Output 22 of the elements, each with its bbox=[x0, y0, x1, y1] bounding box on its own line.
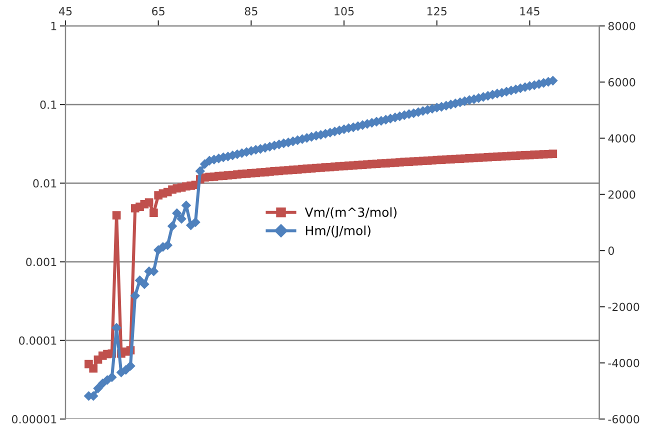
y-tick-label: 0.00001 bbox=[12, 415, 56, 424]
x-tick-label: 85 bbox=[244, 7, 258, 16]
y2-tick-label: -6000 bbox=[608, 415, 640, 424]
y2-tick-label: -4000 bbox=[608, 358, 640, 368]
y-tick-label: 0.001 bbox=[26, 258, 56, 266]
y-tick-label: 0.1 bbox=[40, 100, 56, 109]
y-tick-label: 0.01 bbox=[33, 179, 56, 188]
y2-tick-label: 8000 bbox=[608, 22, 636, 30]
y2-tick-label: 6000 bbox=[608, 78, 636, 86]
y-tick-label: 0.0001 bbox=[19, 336, 56, 345]
x-tick-label: 65 bbox=[152, 7, 164, 16]
y2-tick-label: -2000 bbox=[608, 302, 640, 312]
x-tick-label: 125 bbox=[427, 7, 446, 16]
x-tick-label: 105 bbox=[334, 7, 354, 16]
y2-tick-label: 2000 bbox=[608, 190, 636, 199]
y2-tick-label: 4000 bbox=[608, 134, 636, 143]
x-tick-label: 145 bbox=[520, 7, 540, 16]
legend-label: Hm/(J/mol) bbox=[306, 226, 370, 238]
x-tick-label: 45 bbox=[58, 7, 72, 16]
y-tick-label: 1 bbox=[51, 22, 56, 30]
legend-label: Vm/(m^3/mol) bbox=[304, 207, 396, 218]
y2-tick-label: 0 bbox=[608, 246, 614, 255]
